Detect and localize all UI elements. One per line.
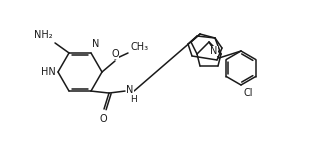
Text: N: N <box>126 85 133 95</box>
Text: H: H <box>130 95 137 104</box>
Text: N: N <box>92 39 99 49</box>
Text: O: O <box>99 114 107 124</box>
Text: CH₃: CH₃ <box>130 42 148 52</box>
Text: Cl: Cl <box>243 88 253 98</box>
Text: O: O <box>111 49 119 59</box>
Text: NH₂: NH₂ <box>34 30 53 40</box>
Text: HN: HN <box>41 67 56 77</box>
Text: N: N <box>210 46 217 56</box>
